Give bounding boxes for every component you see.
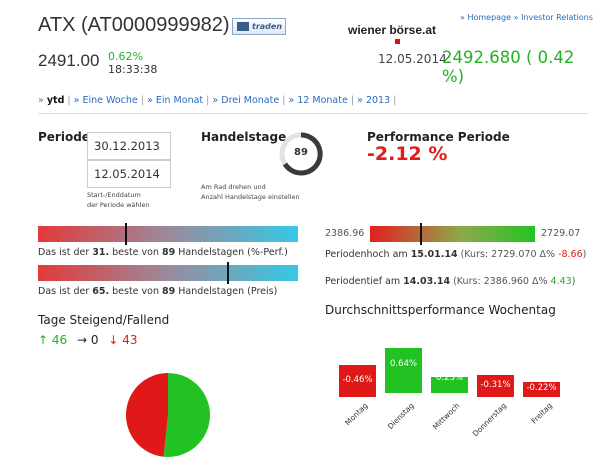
- updown-counts: ↑ 46 → 0 ↓ 43: [38, 333, 138, 347]
- weekday-axis-label: Donnerstag: [470, 401, 508, 439]
- up-count: 46: [51, 333, 68, 347]
- down-count: 43: [122, 333, 138, 347]
- quote-date: 12.05.2014:: [378, 52, 451, 66]
- rank-price-text: Das ist der 65. beste von 89 Handelstage…: [38, 286, 278, 297]
- rank-price-marker: [226, 262, 229, 284]
- periode-hint-line2: der Periode wählen: [87, 201, 150, 209]
- rank-perf-text: Das ist der 31. beste von 89 Handelstage…: [38, 247, 288, 258]
- pie-slice-steigend: [163, 373, 211, 457]
- weekday-title: Durchschnittsperformance Wochentag: [325, 303, 556, 317]
- tab-eine-woche[interactable]: » Eine Woche: [73, 95, 138, 106]
- performance-value: -2.12 %: [367, 143, 448, 165]
- weekday-bar-label: 0.64%: [389, 358, 417, 369]
- weekday-bar-label: 0.23%: [435, 372, 463, 383]
- tab-2013[interactable]: » 2013: [357, 95, 391, 106]
- wiener-boerse-logo[interactable]: wiener börse.at: [348, 19, 443, 49]
- rank-price-bar: [38, 265, 298, 281]
- weekday-axis-label: Dienstag: [385, 401, 416, 432]
- handelstage-hint: Am Rad drehen und Anzahl Handelstage ein…: [201, 182, 300, 202]
- range-low: 2386.96: [325, 228, 365, 239]
- periode-hint: Start-/Enddatum der Periode wählen: [87, 190, 150, 210]
- weekday-bar-label: -0.31%: [480, 380, 511, 391]
- investor-relations-link[interactable]: Investor Relations: [521, 13, 593, 22]
- start-date-field[interactable]: 30.12.2013: [87, 132, 171, 160]
- rank-perf-bar: [38, 226, 298, 242]
- price-change-pct: 0.62%: [108, 50, 143, 63]
- logo-accent-icon: [395, 39, 400, 44]
- handelstage-wheel[interactable]: 89: [277, 130, 325, 178]
- nav-separator: »: [460, 13, 465, 22]
- tab-drei-monate[interactable]: » Drei Monate: [212, 95, 280, 106]
- weekday-bar: -0.22%: [523, 381, 560, 397]
- weekday-axis-label: Montag: [343, 401, 370, 428]
- weekday-axis-label: Mittwoch: [431, 401, 462, 432]
- wheel-ring-icon: [279, 132, 323, 176]
- weekday-bar-label: -0.22%: [526, 383, 557, 394]
- range-bar: [370, 226, 535, 242]
- nav-separator: »: [513, 13, 519, 22]
- weekday-bar: 0.64%: [385, 348, 422, 393]
- homepage-link[interactable]: Homepage: [467, 13, 512, 22]
- weekday-axis-label: Freitag: [529, 401, 554, 426]
- flat-count: 0: [90, 333, 99, 347]
- handelstage-value: 89: [294, 147, 308, 158]
- price-time: 18:33:38: [108, 63, 158, 76]
- range-marker: [420, 223, 423, 245]
- period-high-text: Periodenhoch am 15.01.14 (Kurs: 2729.070…: [325, 249, 587, 260]
- current-price: 2491.00: [38, 51, 100, 70]
- page-title: ATX (AT0000999982): [38, 14, 230, 36]
- weekday-bar-label: -0.46%: [342, 374, 373, 385]
- down-arrow-icon: ↓: [108, 333, 119, 347]
- tab-12-monate[interactable]: » 12 Monate: [288, 95, 348, 106]
- handelstage-hint-line1: Am Rad drehen und: [201, 183, 266, 191]
- trade-icon: [237, 22, 249, 31]
- periode-hint-line1: Start-/Enddatum: [87, 191, 141, 199]
- period-low-text: Periodentief am 14.03.14 (Kurs: 2386.960…: [325, 276, 576, 287]
- period-tabs: » ytd | » Eine Woche | » Ein Monat | » D…: [38, 89, 588, 114]
- up-arrow-icon: ↑: [38, 333, 49, 347]
- logo-text: wiener börse.at: [348, 23, 437, 37]
- trade-label: traden: [252, 22, 283, 31]
- weekday-bar: -0.46%: [339, 364, 376, 397]
- trade-button[interactable]: traden: [232, 18, 286, 35]
- updown-pie-chart: [126, 373, 211, 457]
- handelstage-label: Handelstage: [201, 130, 287, 144]
- weekday-bar: -0.31%: [477, 375, 514, 397]
- updown-title: Tage Steigend/Fallend: [38, 313, 170, 327]
- handelstage-hint-line2: Anzahl Handelstage einstellen: [201, 193, 300, 201]
- range-high: 2729.07: [541, 228, 581, 239]
- quote-value: 2492.680 ( 0.42 %): [442, 48, 575, 86]
- weekday-bar-chart: -0.46% Montag 0.64% Dienstag 0.23% Mittwoch -0…: [325, 330, 575, 460]
- periode-label: Periode: [38, 130, 90, 144]
- top-links: » Homepage » Investor Relations: [460, 13, 593, 22]
- tab-ytd[interactable]: » ytd: [38, 95, 65, 106]
- pie-slice-fallend: [126, 373, 168, 457]
- end-date-field[interactable]: 12.05.2014: [87, 160, 171, 188]
- rank-perf-marker: [125, 223, 128, 245]
- flat-arrow-icon: →: [77, 333, 88, 347]
- tab-ein-monat[interactable]: » Ein Monat: [147, 95, 204, 106]
- weekday-bar: 0.23%: [431, 373, 468, 393]
- performance-label: Performance Periode: [367, 130, 510, 144]
